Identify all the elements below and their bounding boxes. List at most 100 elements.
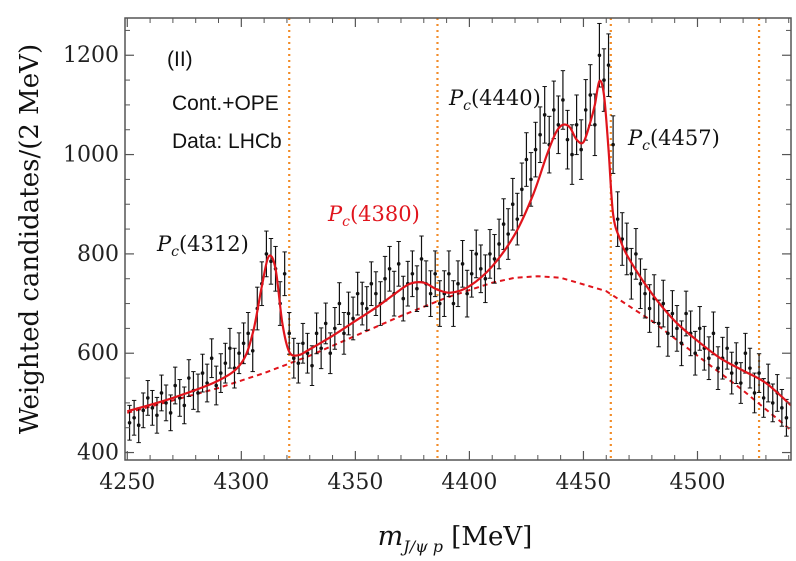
data-marker [132,415,136,420]
data-marker [515,217,520,221]
data-point [647,284,652,333]
data-point [478,244,484,294]
data-marker [770,401,775,405]
y-tick-label: 1200 [63,43,119,68]
x-tick-label: 4300 [213,470,269,495]
data-point [346,291,351,336]
data-marker [579,147,583,152]
data-point [706,336,712,381]
data-marker [588,93,593,97]
data-marker [182,403,187,408]
data-marker [533,147,538,152]
data-point [451,280,456,327]
data-point [464,269,470,318]
data-marker [757,371,761,375]
data-point [734,342,739,385]
data-point [610,115,616,174]
data-marker [524,157,529,162]
data-point [483,254,488,304]
data-marker [196,391,200,395]
data-marker [415,286,419,291]
data-point [519,162,525,217]
data-marker [643,291,647,296]
data-point [414,265,420,313]
data-marker [146,396,150,400]
data-point [296,342,301,384]
data-point [442,270,447,317]
data-point [665,310,671,357]
data-point [437,280,442,327]
data-marker [433,271,437,276]
data-marker [661,301,666,306]
data-marker [707,356,711,360]
data-marker [684,311,688,316]
data-marker [155,413,159,418]
data-marker [150,406,155,410]
data-marker [729,371,734,375]
data-marker [538,132,542,137]
data-marker [396,262,401,266]
data-marker [638,281,643,286]
data-marker [401,296,406,301]
data-marker [346,311,351,316]
data-point [661,279,666,328]
model-label: Cont.+OPE [172,92,279,115]
x-tick-label: 4250 [99,470,155,495]
data-point [350,296,356,341]
data-point [141,392,146,429]
background-curve-layer [127,275,791,431]
data-point [446,250,452,298]
x-axis-title: mJ/ψ p [MeV] [378,521,533,556]
data-point [565,109,570,170]
data-marker [250,348,255,353]
y-tick-label: 400 [77,441,119,466]
data-point [752,372,757,414]
data-point [195,373,201,413]
data-point [355,271,360,316]
data-marker [748,366,752,370]
data-point [683,290,689,337]
data-marker [314,331,319,336]
data-point [756,353,762,393]
data-point [638,258,643,310]
data-point [770,383,775,423]
data-marker [629,271,634,276]
data-marker [520,187,524,192]
data-point [674,305,680,352]
data-points-layer [127,22,789,444]
data-marker [488,252,492,256]
data-point [711,311,716,356]
data-point [318,327,324,370]
data-marker [447,271,451,276]
data-marker [670,311,675,316]
data-marker [647,306,652,311]
data-marker [615,217,620,221]
data-marker [141,408,146,413]
data-point [460,239,465,288]
data-marker [164,401,168,405]
data-marker [761,396,766,400]
fit-curve [126,79,791,413]
x-tick-label: 4450 [555,470,611,495]
data-marker [593,122,597,127]
data-point [328,332,333,375]
data-marker [752,391,757,395]
data-marker [725,346,729,351]
data-marker [410,271,415,276]
data-marker [474,252,479,256]
data-point [387,245,392,292]
data-marker [269,259,273,264]
data-marker [296,361,301,365]
data-marker [666,331,670,336]
data-point [455,260,461,308]
data-point [620,212,625,266]
data-marker [374,291,378,296]
data-marker [282,271,287,276]
data-marker [693,351,698,356]
data-point [715,346,721,390]
data-point [533,121,538,178]
data-marker [675,326,679,331]
data-marker [228,346,232,351]
data-point [200,353,205,393]
data-marker [383,276,387,281]
